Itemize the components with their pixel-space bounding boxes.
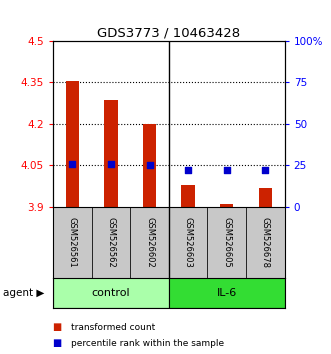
Bar [143, 124, 156, 207]
Text: percentile rank within the sample: percentile rank within the sample [71, 339, 224, 348]
Bar [53, 278, 169, 308]
Bar [53, 207, 92, 278]
Bar [169, 278, 285, 308]
Text: agent ▶: agent ▶ [3, 288, 45, 298]
Text: ■: ■ [53, 338, 65, 348]
Bar [130, 207, 169, 278]
Text: GSM526562: GSM526562 [106, 217, 116, 268]
Bar [92, 207, 130, 278]
Text: IL-6: IL-6 [216, 288, 237, 298]
Bar [181, 185, 195, 207]
Bar [66, 81, 79, 207]
Text: ■: ■ [53, 322, 65, 332]
Point [224, 168, 229, 173]
Text: GSM526605: GSM526605 [222, 217, 231, 268]
Point [147, 162, 152, 168]
Point [70, 161, 75, 167]
Bar [259, 188, 272, 207]
Text: GSM526561: GSM526561 [68, 217, 77, 268]
Bar [104, 100, 118, 207]
Title: GDS3773 / 10463428: GDS3773 / 10463428 [97, 27, 240, 40]
Text: GSM526603: GSM526603 [184, 217, 193, 268]
Bar [169, 207, 208, 278]
Point [185, 168, 191, 173]
Bar [246, 207, 285, 278]
Text: GSM526678: GSM526678 [261, 217, 270, 268]
Text: control: control [92, 288, 130, 298]
Point [108, 161, 114, 167]
Text: transformed count: transformed count [71, 323, 156, 332]
Text: GSM526602: GSM526602 [145, 217, 154, 268]
Bar [220, 204, 233, 207]
Bar [208, 207, 246, 278]
Point [263, 168, 268, 173]
